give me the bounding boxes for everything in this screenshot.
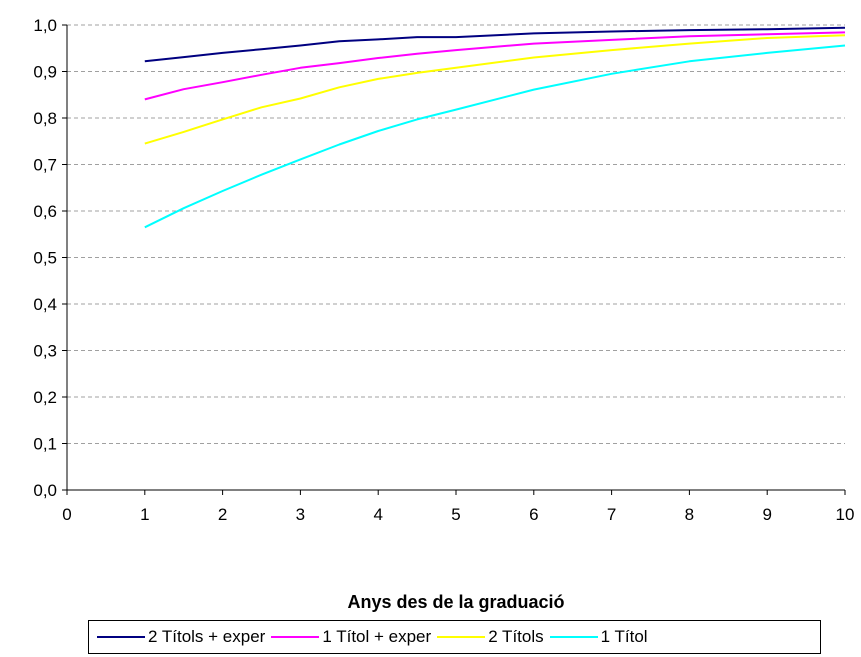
legend-swatch — [437, 636, 486, 638]
x-tick-label: 2 — [218, 505, 227, 524]
legend-item: 1 Títol — [549, 627, 648, 647]
x-axis-title: Anys des de la graduació — [347, 592, 564, 612]
series-lines — [144, 26, 846, 229]
x-tick-label: 7 — [607, 505, 616, 524]
legend-label: 1 Títol — [600, 627, 648, 646]
y-tick-label: 1,0 — [33, 16, 57, 35]
x-tick-label: 9 — [762, 505, 771, 524]
series-line-3 — [144, 34, 846, 145]
legend-label: 2 Títols — [488, 627, 544, 646]
x-tick-label: 6 — [529, 505, 538, 524]
series-line-1 — [144, 26, 846, 63]
legend-item: 1 Títol + exper — [271, 627, 431, 647]
x-axis-ticks: 0 1 2 3 4 5 6 7 8 9 10 — [62, 490, 854, 524]
x-tick-label: 1 — [140, 505, 149, 524]
y-axis-ticks: 0,0 0,1 0,2 0,3 0,4 0,5 0,6 0,7 0,8 0,9 1,0 — [33, 16, 67, 500]
legend-item: 2 Títols + exper — [97, 627, 265, 647]
y-tick-label: 0,0 — [33, 481, 57, 500]
legend-label: 2 Títols + exper — [148, 627, 266, 646]
y-tick-label: 0,9 — [33, 63, 57, 82]
x-tick-label: 8 — [685, 505, 694, 524]
legend-swatch — [271, 636, 320, 638]
series-line-2 — [144, 31, 846, 101]
x-tick-label: 5 — [451, 505, 460, 524]
gridlines — [67, 24, 845, 444]
y-tick-label: 0,5 — [33, 249, 57, 268]
legend-swatch — [97, 636, 145, 638]
x-tick-label: 10 — [836, 505, 855, 524]
x-tick-label: 4 — [373, 505, 382, 524]
y-tick-label: 0,6 — [33, 202, 57, 221]
legend-label: 1 Títol + exper — [322, 627, 432, 646]
y-tick-label: 0,7 — [33, 156, 57, 175]
y-tick-label: 0,2 — [33, 388, 57, 407]
y-tick-label: 0,4 — [33, 295, 57, 314]
legend-item: 2 Títols — [437, 627, 544, 647]
x-tick-label: 0 — [62, 505, 71, 524]
y-tick-label: 0,8 — [33, 109, 57, 128]
y-tick-label: 0,1 — [33, 435, 57, 454]
legend: 2 Títols + exper 1 Títol + exper 2 Títols 1… — [88, 620, 821, 654]
x-tick-label: 3 — [296, 505, 305, 524]
line-chart: 0,0 0,1 0,2 0,3 0,4 0,5 0,6 0,7 0,8 0,9 1,0 0 1 2 3 4 5… — [33, 16, 854, 612]
legend-swatch — [549, 636, 598, 638]
y-tick-label: 0,3 — [33, 342, 57, 361]
series-line-4 — [144, 44, 846, 229]
